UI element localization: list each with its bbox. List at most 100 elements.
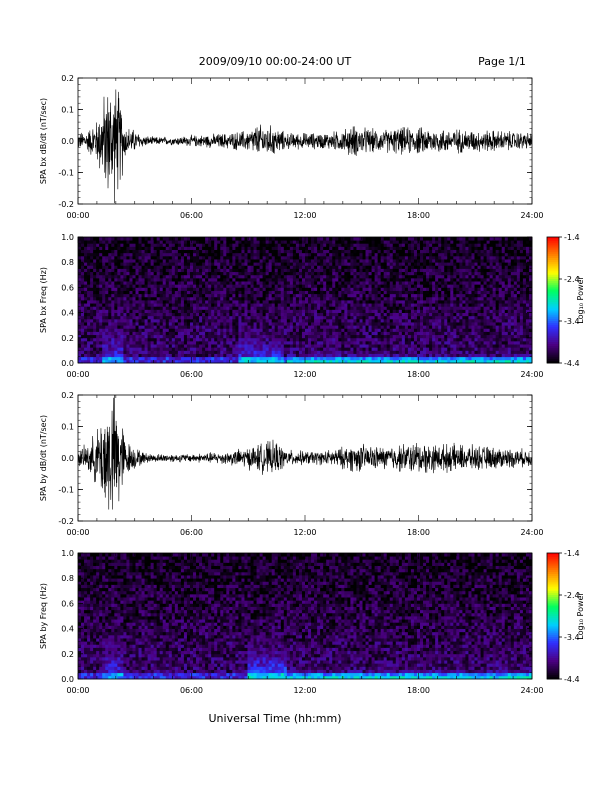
spectrogram-cell (208, 268, 212, 273)
spectrogram-cell (105, 322, 109, 326)
spectrogram-cell (365, 312, 369, 317)
spectrogram-cell (441, 325, 445, 329)
spectrogram-cell (438, 243, 442, 247)
spectrogram-cell (377, 243, 382, 247)
spectrogram-cell (159, 300, 164, 304)
spectrogram-cell (444, 262, 448, 266)
spectrogram-cell (84, 325, 88, 329)
spectrogram-cell (123, 277, 127, 282)
spectrogram-cell (96, 359, 100, 364)
spectrogram-cell (223, 322, 227, 326)
spectrogram-cell (232, 359, 236, 364)
spectrogram-cell (323, 281, 327, 285)
spectrogram-cell (295, 347, 300, 351)
spectrogram-cell (120, 249, 124, 254)
spectrogram-cell (404, 290, 409, 295)
spectrogram-cell (441, 290, 445, 295)
spectrogram-cell (93, 262, 97, 266)
spectrogram-cell (168, 268, 173, 273)
spectrogram-cell (135, 293, 139, 298)
spectrogram-cell (441, 300, 445, 304)
spectrogram-cell (156, 265, 161, 269)
spectrogram-cell (332, 331, 336, 336)
spectrogram-cell (295, 337, 300, 342)
spectrogram-cell (183, 252, 188, 257)
spectrogram-cell (298, 322, 303, 326)
spectrogram-cell (265, 240, 270, 244)
spectrogram-cell (180, 281, 185, 285)
spectrogram-cell (196, 350, 200, 354)
spectrogram-cell (159, 309, 164, 313)
spectrogram-cell (435, 306, 439, 310)
spectrogram-cell (301, 328, 306, 332)
spectrogram-cell (250, 237, 254, 241)
spectrogram-cell (377, 284, 382, 288)
spectrogram-cell (214, 328, 218, 332)
spectrogram-cell (326, 287, 330, 291)
spectrogram-cell (274, 356, 279, 361)
spectrogram-cell (386, 315, 391, 320)
spectrogram-cell (78, 350, 82, 354)
spectrogram-cell (238, 281, 242, 285)
spectrogram-cell (162, 356, 167, 361)
spectrogram-cell (314, 296, 318, 301)
spectrogram-cell (398, 303, 403, 307)
spectrogram-cell (78, 309, 82, 313)
spectrogram-cell (138, 344, 142, 348)
spectrogram-cell (81, 300, 85, 304)
spectrogram-cell (90, 331, 94, 336)
spectrogram-cell (208, 359, 212, 364)
spectrogram-cell (347, 334, 351, 339)
spectrogram-cell (353, 284, 357, 288)
spectrogram-cell (353, 334, 357, 339)
spectrogram-cell (356, 322, 360, 326)
spectrogram-cell (135, 271, 139, 276)
spectrogram-cell (298, 246, 303, 250)
spectrogram-cell (338, 265, 342, 269)
spectrogram-cell (144, 293, 149, 298)
spectrogram-cell (374, 252, 379, 257)
spectrogram-cell (380, 287, 385, 291)
spectrogram-cell (416, 315, 421, 320)
spectrogram-cell (301, 344, 306, 348)
spectrogram-cell (323, 268, 327, 273)
spectrogram-cell (99, 259, 103, 263)
spectrogram-cell (362, 300, 366, 304)
spectrogram-cell (389, 356, 394, 361)
spectrogram-cell (159, 240, 164, 244)
spectrogram-cell (247, 274, 251, 279)
spectrogram-cell (247, 328, 251, 332)
spectrogram-cell (404, 306, 409, 310)
spectrogram-cell (441, 344, 445, 348)
spectrogram-cell (78, 274, 82, 279)
spectrogram-cell (132, 353, 136, 358)
spectrogram-cell (165, 359, 170, 364)
spectrogram-cell (256, 237, 260, 241)
spectrogram-cell (208, 347, 212, 351)
spectrogram-cell (341, 290, 345, 295)
spectrogram-cell (238, 252, 242, 257)
spectrogram-cell (147, 318, 152, 323)
spectrogram-cell (144, 325, 149, 329)
spectrogram-cell (295, 268, 300, 273)
spectrogram-cell (205, 315, 209, 320)
spectrogram-cell (338, 359, 342, 364)
spectrogram-cell (199, 240, 203, 244)
spectrogram-cell (102, 290, 106, 295)
spectrogram-cell (87, 312, 91, 317)
spectrogram-cell (168, 344, 173, 348)
spectrogram-cell (120, 309, 124, 313)
spectrogram-cell (177, 274, 182, 279)
spectrogram-cell (253, 255, 257, 260)
spectrogram-cell (335, 328, 339, 332)
spectrogram-cell (84, 309, 88, 313)
spectrogram-cell (153, 312, 158, 317)
spectrogram-cell (371, 306, 376, 310)
spectrogram-cell (168, 255, 173, 260)
spectrogram-cell (159, 237, 164, 241)
spectrogram-cell (374, 268, 379, 273)
spectrogram-cell (404, 240, 409, 244)
spectrogram-cell (265, 290, 270, 295)
spectrogram-cell (171, 315, 176, 320)
spectrogram-cell (407, 246, 412, 250)
